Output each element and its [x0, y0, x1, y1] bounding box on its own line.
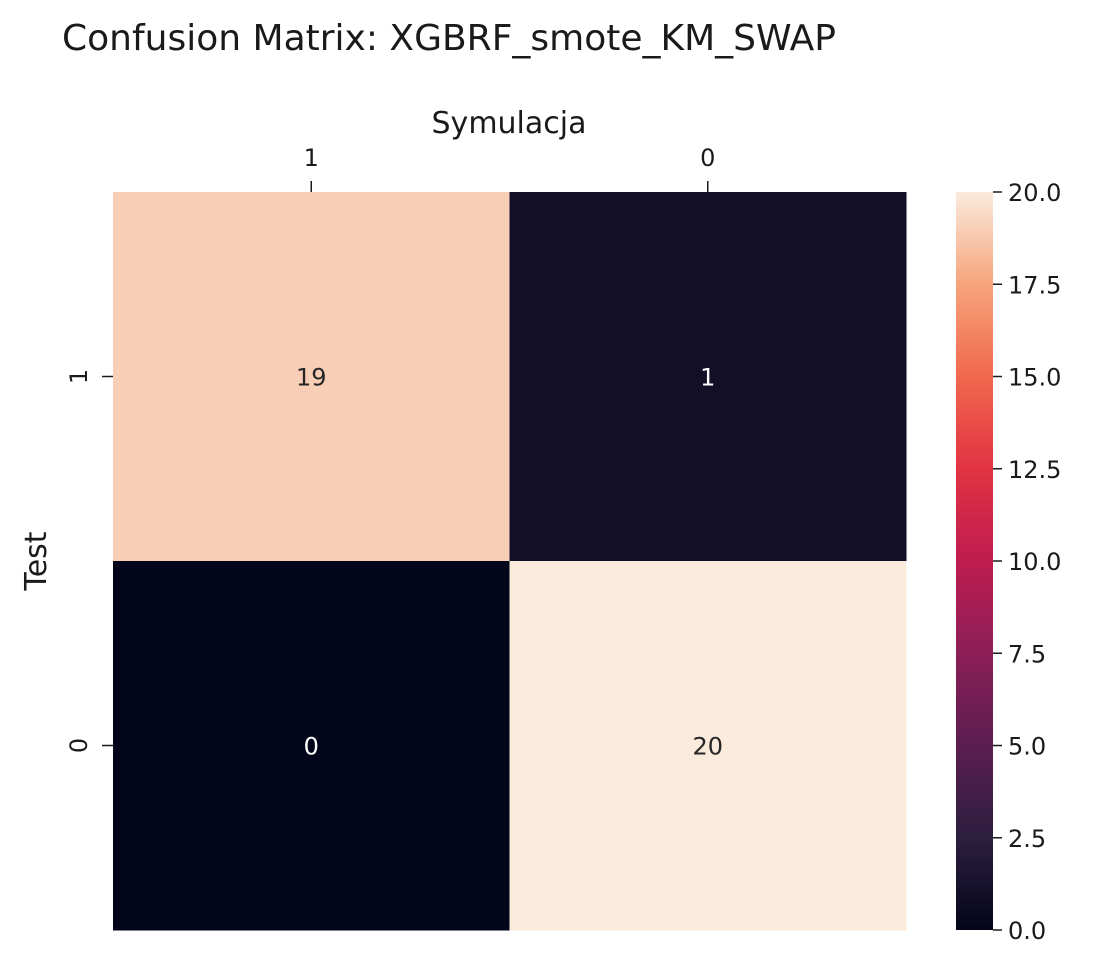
colorbar-tick-label: 5.0: [1008, 733, 1046, 761]
heatmap-cells: [113, 192, 907, 931]
colorbar-tick-label: 10.0: [1008, 548, 1061, 576]
heatmap-cell: [113, 192, 510, 562]
heatmap-cell-labels: 19 1 0 20: [296, 364, 723, 761]
chart-title: Confusion Matrix: XGBRF_smote_KM_SWAP: [62, 18, 836, 59]
cell-value-label: 19: [296, 364, 327, 392]
heatmap-cell: [113, 561, 510, 931]
heatmap-cell: [509, 192, 907, 562]
colorbar-tick-label: 7.5: [1008, 640, 1046, 668]
colorbar-tick-label: 20.0: [1008, 179, 1061, 207]
x-tick-label: 0: [700, 144, 715, 172]
colorbar-tick-label: 15.0: [1008, 364, 1061, 392]
x-tick-label: 1: [304, 144, 319, 172]
y-tick-label: 0: [65, 738, 93, 753]
colorbar-ticks: 0.0 2.5 5.0 7.5 10.0 12.5 15.0 17.5 20.0: [993, 179, 1061, 945]
colorbar-tick-label: 12.5: [1008, 456, 1061, 484]
y-axis-label: Test: [19, 531, 54, 591]
colorbar-tick-label: 17.5: [1008, 271, 1061, 299]
cell-value-label: 20: [692, 733, 723, 761]
x-axis-label: Symulacja: [432, 106, 587, 141]
y-axis-ticks: 10: [65, 369, 113, 753]
y-tick-label: 1: [65, 369, 93, 384]
cell-value-label: 1: [700, 364, 715, 392]
colorbar: [956, 192, 993, 930]
cell-value-label: 0: [304, 733, 319, 761]
colorbar-tick-label: 0.0: [1008, 917, 1046, 945]
colorbar-tick-label: 2.5: [1008, 825, 1046, 853]
heatmap-cell: [509, 561, 907, 931]
